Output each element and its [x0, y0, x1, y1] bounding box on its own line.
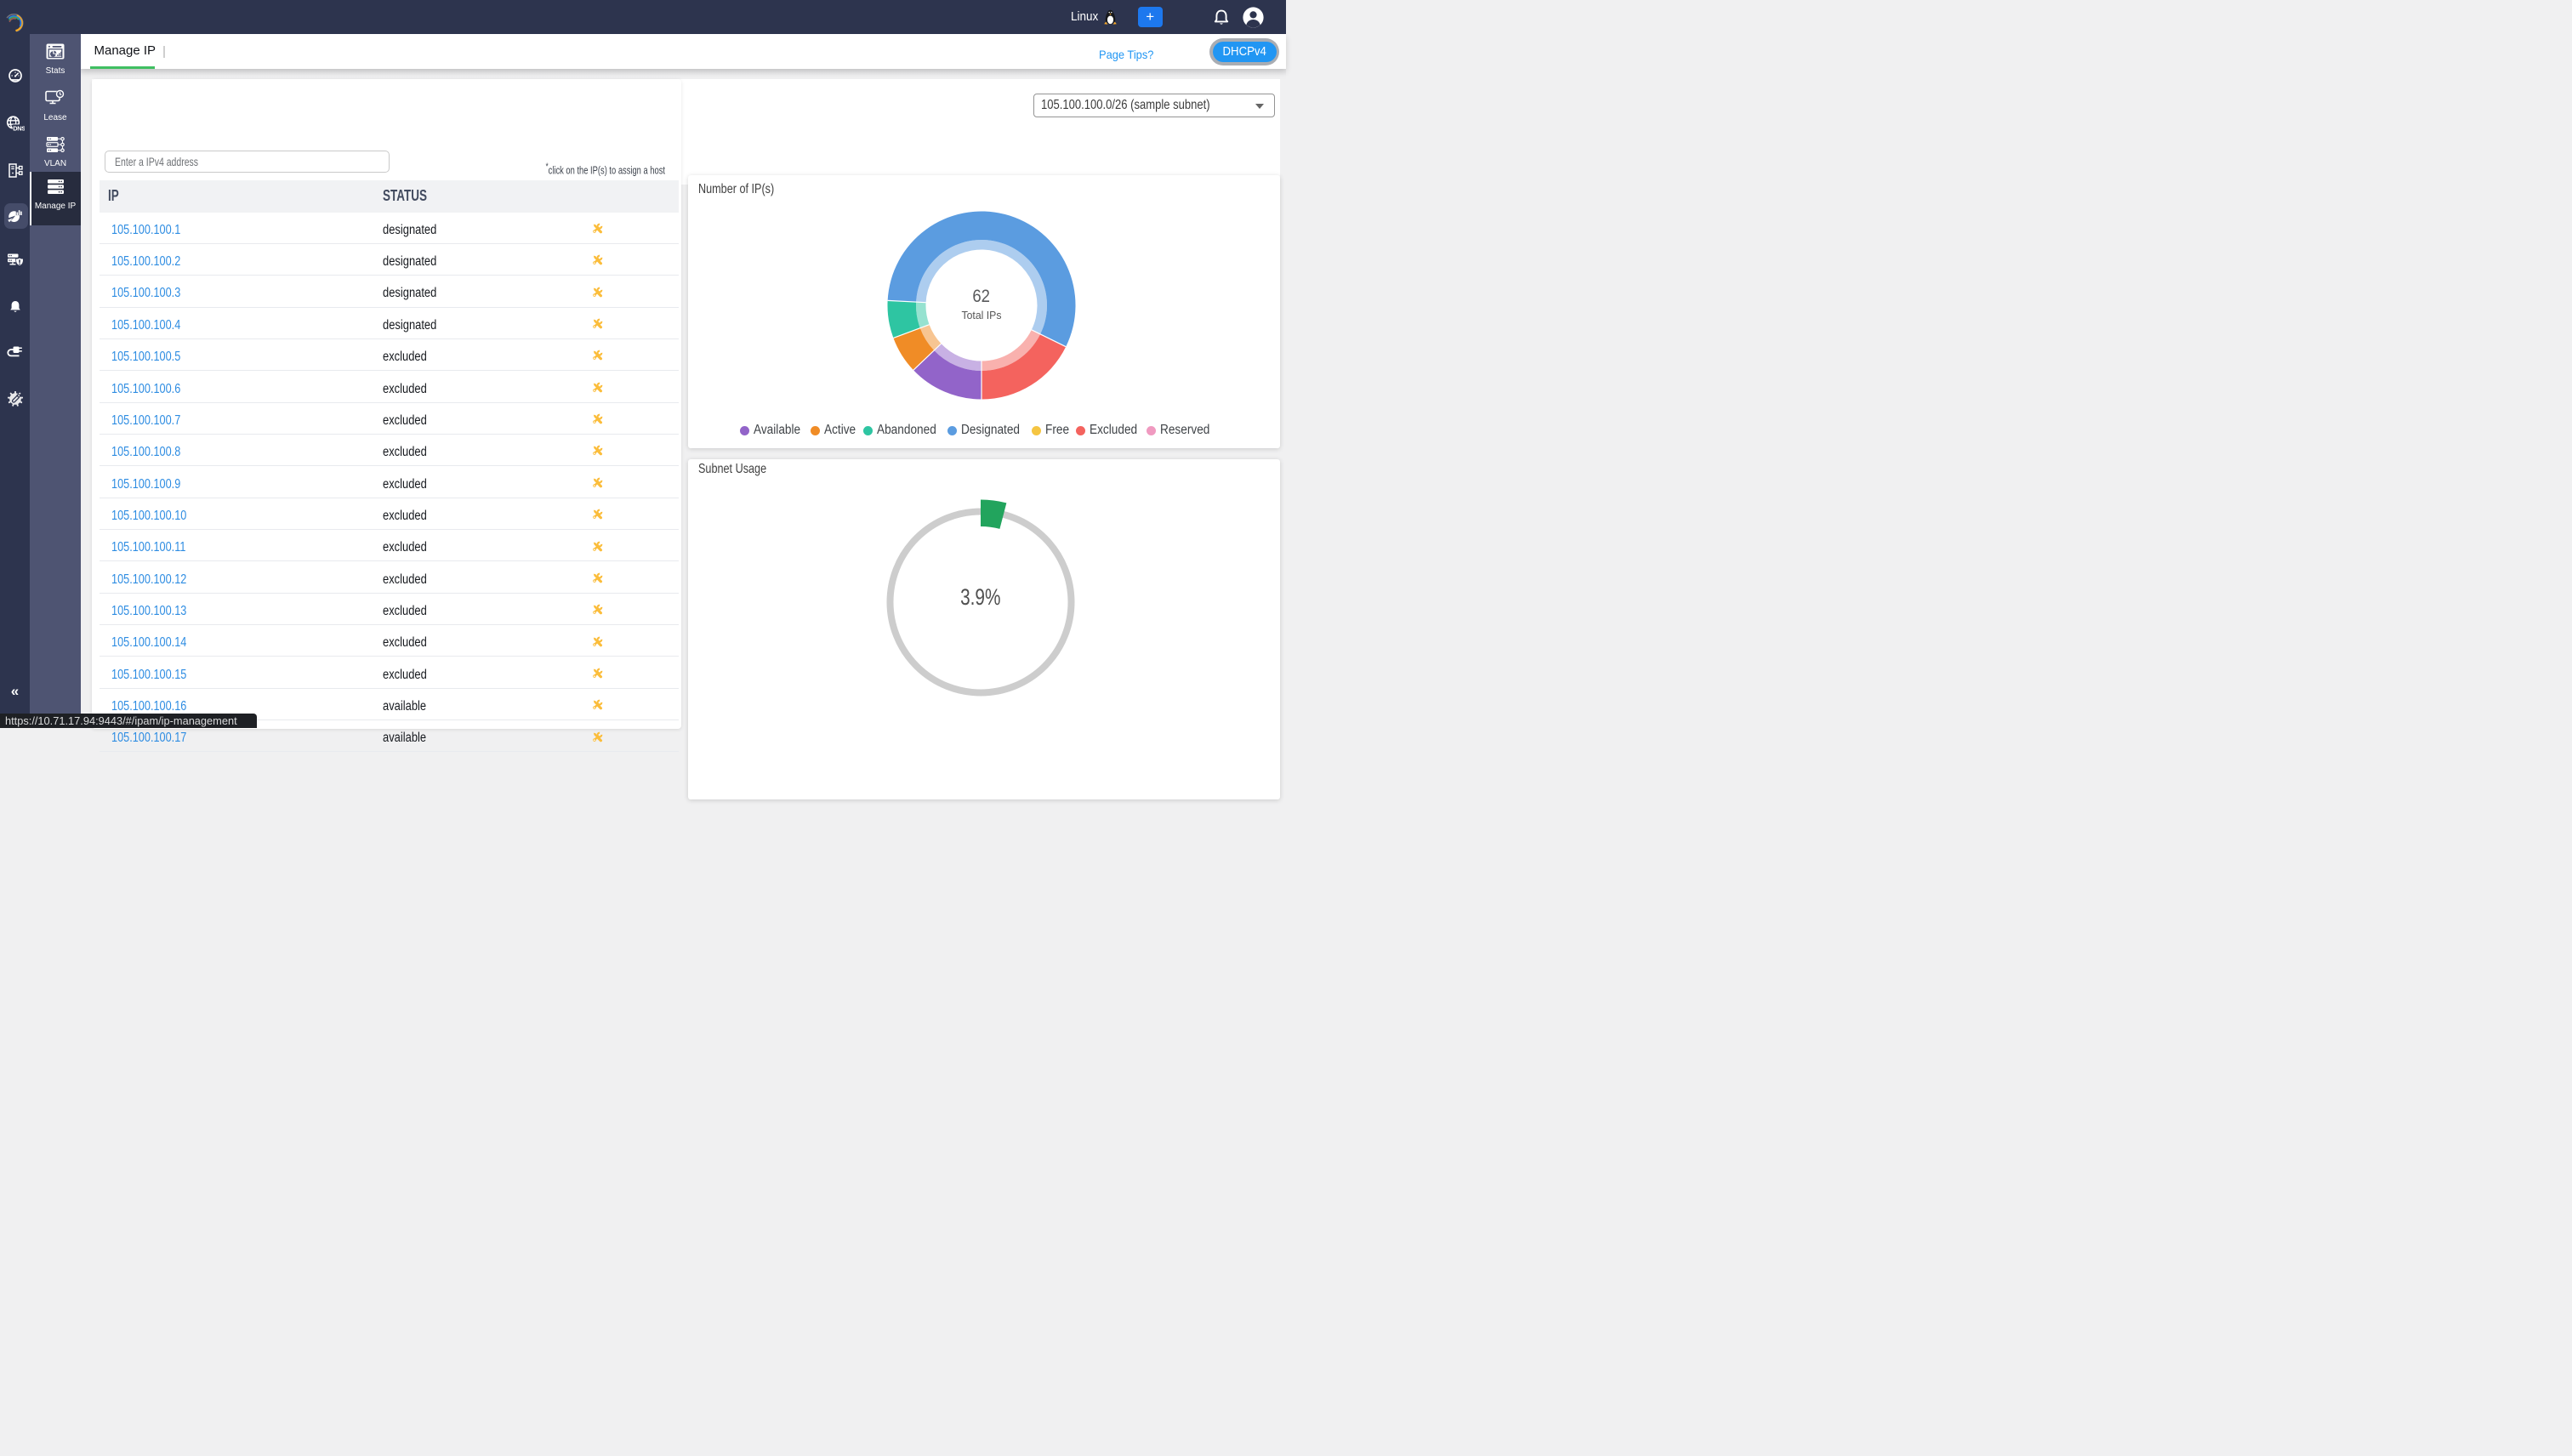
svg-text:DNS: DNS	[13, 124, 25, 132]
